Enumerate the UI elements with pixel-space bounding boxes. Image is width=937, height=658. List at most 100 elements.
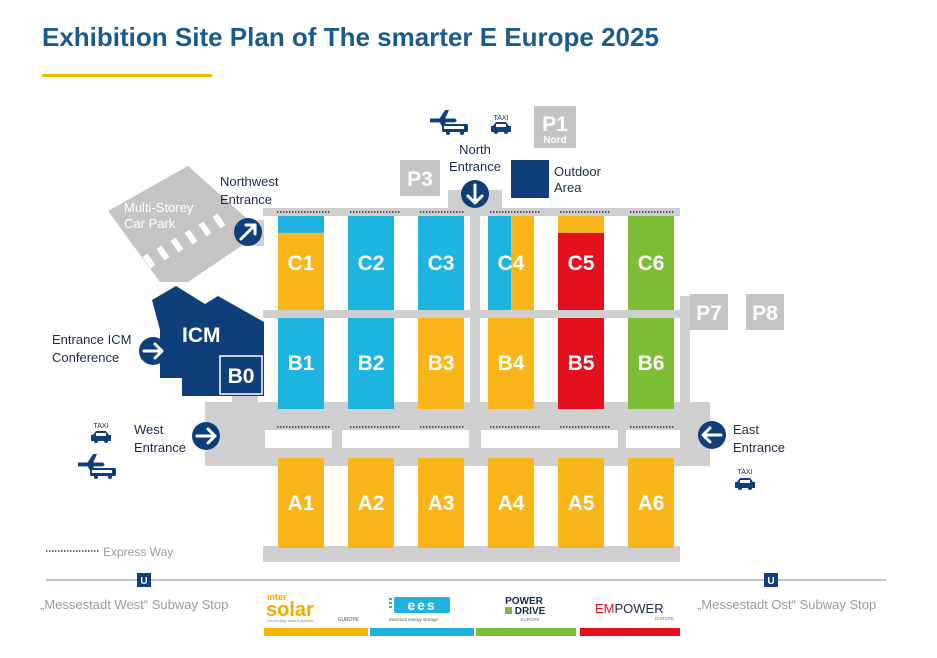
logo-empower: EMPOWER EUROPE [580,601,680,636]
taxi-west: TAXI [91,423,111,443]
parking-p1-label: P1 [542,113,568,136]
west-entrance[interactable]: West Entrance [134,422,220,455]
hall-b0-label: B0 [228,365,255,388]
title-underline [42,74,212,77]
taxi-icon [491,122,511,134]
taxi-east: TAXI [735,469,755,490]
north-entrance-line1: North [459,142,491,157]
hall-b1[interactable]: B1 [278,318,324,409]
bus-icon [442,124,468,135]
central-spine [470,190,480,410]
hall-c4[interactable]: C4 [488,216,534,310]
arrow-right-icon [192,422,220,450]
hall-label: A1 [288,492,315,515]
hall-label: B4 [498,352,525,375]
north-entrance[interactable]: North Entrance [449,142,501,208]
plane-icon [78,454,105,475]
arrow-northeast-icon [234,218,262,246]
car-park-label-line1: Multi-Storey [124,200,194,215]
arrow-right-icon [139,337,167,365]
parking-p8: P8 [746,294,784,330]
parking-p7: P7 [690,294,728,330]
legend-express-way-label: Express Way [103,545,173,559]
subway-east-stop: „Messestadt Ost“ Subway Stop [697,597,876,612]
subway-east-symbol: U [767,576,774,587]
hall-a4[interactable]: A4 [488,458,534,548]
taxi-icon [91,431,111,443]
hall-b4[interactable]: B4 [488,318,534,409]
hall-label: C6 [638,252,665,275]
legend-express-way: Express Way [46,545,173,559]
hall-b6[interactable]: B6 [628,318,674,409]
hall-label: A6 [638,492,665,515]
hall-c5[interactable]: C5 [558,216,604,310]
hall-b2[interactable]: B2 [348,318,394,409]
icm-label: ICM [182,324,221,347]
ees-main: ees [407,597,436,613]
taxi-label: TAXI [737,469,752,476]
parking-p1: P1 Nord [534,106,576,148]
hall-label: B3 [428,352,455,375]
hall-label: B2 [358,352,385,375]
plane-icon [430,110,457,131]
outdoor-area: Outdoor Area [511,160,602,198]
hall-label: B6 [638,352,665,375]
taxi-label: TAXI [493,115,508,122]
svg-text:EMPOWER: EMPOWER [595,601,664,616]
hall-label: C5 [568,252,595,275]
icm-conference-entrance[interactable]: Entrance ICM Conference [52,332,167,365]
hall-label: A5 [568,492,595,515]
powerdrive-bottom: DRIVE [515,606,546,617]
hall-c3[interactable]: C3 [418,216,464,310]
east-entrance-line1: East [733,422,759,437]
parking-p3: P3 [400,160,440,196]
express-way-lines [277,211,674,428]
hall-a3[interactable]: A3 [418,458,464,548]
powerdrive-mark-icon [505,607,512,614]
east-entrance-line2: Entrance [733,440,785,455]
parking-p7-label: P7 [696,302,722,325]
hall-c6[interactable]: C6 [628,216,674,310]
hall-label: C1 [288,252,315,275]
intersolar-top: inter [267,592,287,602]
parking-p8-label: P8 [752,302,778,325]
hall-c2[interactable]: C2 [348,216,394,310]
hall-c1[interactable]: C1 [278,216,324,310]
page-title: Exhibition Site Plan of The smarter E Eu… [42,22,659,52]
hall-b0[interactable]: B0 [218,354,264,396]
empower-region: EUROPE [655,616,674,621]
logo-ees: ees electrical energy storage [370,597,474,636]
south-walkway [263,546,680,562]
parking-p1-sub: Nord [543,135,566,146]
logo-intersolar: inter solar EUROPE connecting solar busi… [264,592,368,636]
empower-em: EM [595,601,615,616]
taxi-north: TAXI [491,115,511,134]
northwest-entrance[interactable]: Northwest Entrance [220,174,279,246]
powerdrive-region: EUROPE [520,617,539,622]
icm-entrance-line1: Entrance ICM [52,332,131,347]
hall-label: C3 [428,252,455,275]
hall-a1[interactable]: A1 [278,458,324,548]
east-link [680,296,690,408]
northwest-entrance-line1: Northwest [220,174,279,189]
west-entrance-line2: Entrance [134,440,186,455]
powerdrive-top: POWER [505,596,544,607]
icm-connector [232,396,258,404]
hall-label: C4 [498,252,525,275]
hall-label: B5 [568,352,595,375]
subway-west-stop: „Messestadt West“ Subway Stop [40,597,228,612]
hall-b3[interactable]: B3 [418,318,464,409]
intersolar-main: solar [266,599,314,621]
hall-b5[interactable]: B5 [558,318,604,409]
hall-label: C2 [358,252,385,275]
hall-a5[interactable]: A5 [558,458,604,548]
hall-label: A2 [358,492,385,515]
logo-power-drive: POWER DRIVE EUROPE [476,596,576,636]
intersolar-tagline: connecting solar business [267,618,313,623]
east-entrance[interactable]: East Entrance [698,421,785,455]
hall-label: A3 [428,492,455,515]
car-park-label-line2: Car Park [124,216,176,231]
hall-a6[interactable]: A6 [628,458,674,548]
icm-building: ICM [152,286,264,396]
hall-a2[interactable]: A2 [348,458,394,548]
